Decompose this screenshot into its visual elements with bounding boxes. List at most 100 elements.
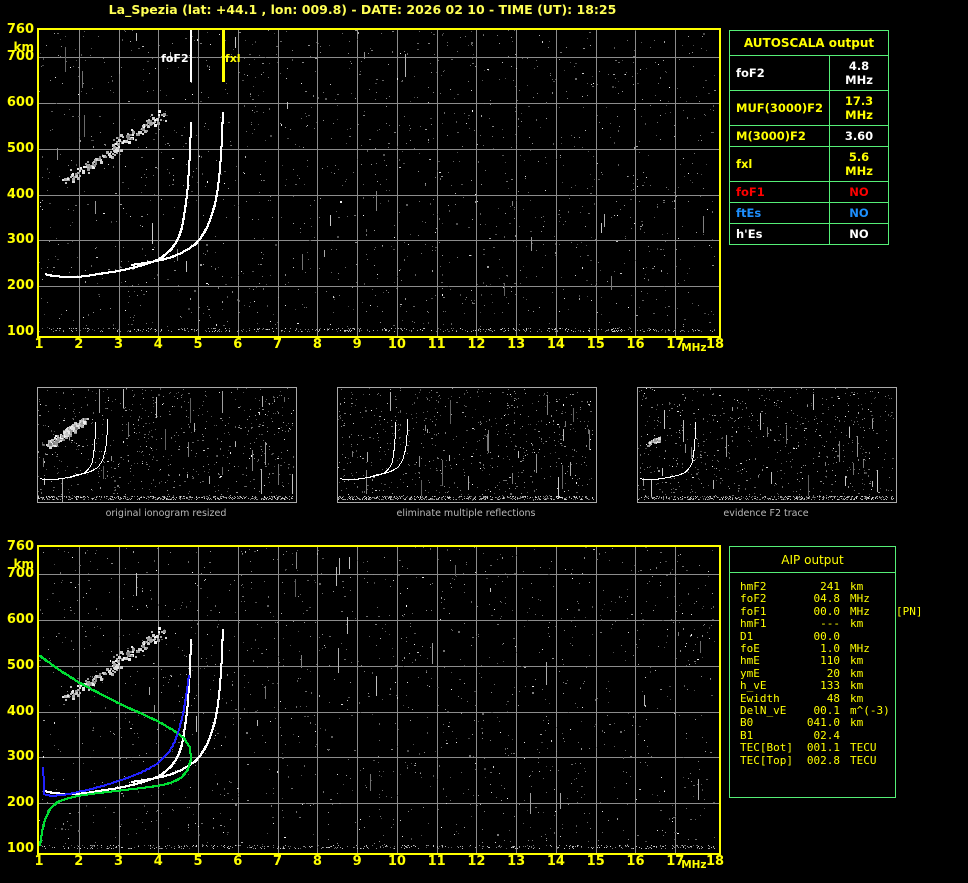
aip-param-value: 00.0 <box>796 605 841 618</box>
aip-param-value: 241 <box>796 580 840 593</box>
autoscala-row: MUF(3000)F2 17.3 MHz <box>728 90 889 126</box>
bottom-plot-x-axis-unit: MHz <box>681 859 706 871</box>
aip-param-value: 133 <box>796 679 840 692</box>
aip-param-unit: TECU <box>840 741 896 754</box>
gridline-vertical <box>397 30 398 336</box>
thumbnail-original-ionogram[interactable] <box>37 387 297 503</box>
autoscala-param-name: ftEs <box>728 202 831 224</box>
gridline-vertical <box>119 547 120 853</box>
ionogram-plot-bottom[interactable] <box>37 545 721 855</box>
aip-param-unit: km <box>840 655 896 668</box>
gridline-vertical <box>516 30 517 336</box>
bottom-plot-x-tick: 12 <box>464 854 488 869</box>
aip-row: foF2 04.8 MHz <box>740 592 895 605</box>
top-plot-x-tick: 6 <box>226 337 250 352</box>
ionogram-plot-top[interactable]: foF2 fxl <box>37 28 721 338</box>
gridline-vertical <box>596 30 597 336</box>
bottom-plot-x-tick: 6 <box>226 854 250 869</box>
autoscala-param-value: NO <box>829 181 889 203</box>
top-plot-x-tick: 2 <box>67 337 91 352</box>
gridline-vertical <box>158 547 159 853</box>
aip-param-value: 02.4 <box>796 729 841 742</box>
gridline-vertical <box>317 30 318 336</box>
bottom-plot-x-tick: 3 <box>107 854 131 869</box>
top-plot-x-tick: 18 <box>703 337 727 352</box>
bottom-plot-y-axis-unit: km <box>0 557 34 571</box>
aip-param-name: hmE <box>740 655 796 668</box>
gridline-vertical <box>357 30 358 336</box>
aip-row: Ewidth 48 km <box>740 692 895 705</box>
aip-param-value: --- <box>796 617 840 630</box>
top-plot-x-tick: 3 <box>107 337 131 352</box>
marker-label-fxl: fxl <box>225 52 241 65</box>
bottom-plot-y-tick: 200 <box>0 796 34 809</box>
bottom-plot-x-tick: 15 <box>584 854 608 869</box>
top-plot-y-tick: 100 <box>0 325 34 338</box>
aip-row: foF1 00.0 MHz [PN] <box>740 605 923 618</box>
gridline-horizontal <box>39 240 719 241</box>
top-plot-x-tick: 1 <box>27 337 51 352</box>
bottom-plot-y-tick: 300 <box>0 750 34 763</box>
bottom-plot-x-tick: 7 <box>266 854 290 869</box>
aip-param-unit: km <box>840 617 896 630</box>
aip-param-name: B0 <box>740 717 796 730</box>
marker-line-fxl <box>221 30 225 82</box>
aip-row: B0 041.0 km <box>740 717 896 730</box>
gridline-vertical <box>198 30 199 336</box>
aip-param-name: B1 <box>740 729 796 742</box>
top-plot-x-tick: 14 <box>544 337 568 352</box>
autoscala-param-name: foF2 <box>728 55 831 91</box>
aip-param-value: 041.0 <box>796 717 840 730</box>
bottom-plot-x-tick: 8 <box>305 854 329 869</box>
gridline-horizontal <box>39 666 719 667</box>
autoscala-param-value: 17.3 MHz <box>829 90 889 126</box>
thumbnail-eliminate-multiple-reflections[interactable] <box>337 387 597 503</box>
aip-param-name: DelN_vE <box>740 704 796 717</box>
aip-param-value: 00.0 <box>796 630 841 643</box>
gridline-vertical <box>278 30 279 336</box>
bottom-plot-x-tick: 5 <box>186 854 210 869</box>
gridline-horizontal <box>39 712 719 713</box>
aip-param-value: 48 <box>796 692 840 705</box>
top-plot-y-tick: 600 <box>0 96 34 109</box>
autoscala-param-name: fxl <box>728 146 831 182</box>
aip-param-name: foF2 <box>740 592 796 605</box>
top-plot-x-tick: 8 <box>305 337 329 352</box>
gridline-horizontal <box>39 286 719 287</box>
aip-output-rows: hmF2 241 km foF2 04.8 MHz foF1 00.0 MHz [PN] hmF1-… <box>730 573 923 775</box>
autoscala-param-name: foF1 <box>728 181 831 203</box>
gridline-horizontal <box>39 195 719 196</box>
gridline-vertical <box>476 547 477 853</box>
autoscala-row: fxl 5.6 MHz <box>728 146 889 182</box>
autoscala-output-table: AUTOSCALA output foF2 4.8 MHz MUF(3000)F2 17… <box>728 30 889 245</box>
top-plot-x-axis-unit: MHz <box>681 342 706 354</box>
thumbnail-caption-2: evidence F2 trace <box>637 508 895 519</box>
aip-param-value: 002.8 <box>796 754 840 767</box>
bottom-plot-x-tick: 18 <box>703 854 727 869</box>
bottom-plot-y-tick: 700 <box>0 567 34 580</box>
gridline-horizontal <box>39 574 719 575</box>
gridline-vertical <box>556 547 557 853</box>
gridline-vertical <box>635 30 636 336</box>
aip-param-name: h_vE <box>740 679 796 692</box>
aip-row: hmF2 241 km <box>740 580 895 593</box>
aip-row: TEC[Bot] 001.1 TECU <box>740 741 896 754</box>
top-plot-y-tick: 300 <box>0 233 34 246</box>
aip-param-unit: km <box>840 717 896 730</box>
top-plot-y-tick: 400 <box>0 188 34 201</box>
gridline-horizontal <box>39 620 719 621</box>
top-plot-y-tick: 200 <box>0 279 34 292</box>
bottom-plot-y-tick: 100 <box>0 842 34 855</box>
bottom-plot-x-tick: 2 <box>67 854 91 869</box>
autoscala-param-value: 5.6 MHz <box>829 146 889 182</box>
autoscala-param-value: NO <box>829 202 889 224</box>
gridline-horizontal <box>39 149 719 150</box>
top-plot-x-tick: 12 <box>464 337 488 352</box>
autoscala-param-value: 4.8 MHz <box>829 55 889 91</box>
gridline-vertical <box>516 547 517 853</box>
bottom-plot-y-tick: 760 <box>0 540 34 553</box>
aip-row: ymE 20 km <box>740 667 895 680</box>
gridline-vertical <box>119 30 120 336</box>
aip-param-name: hmF2 <box>740 580 796 593</box>
thumbnail-evidence-f2-trace[interactable] <box>637 387 897 503</box>
